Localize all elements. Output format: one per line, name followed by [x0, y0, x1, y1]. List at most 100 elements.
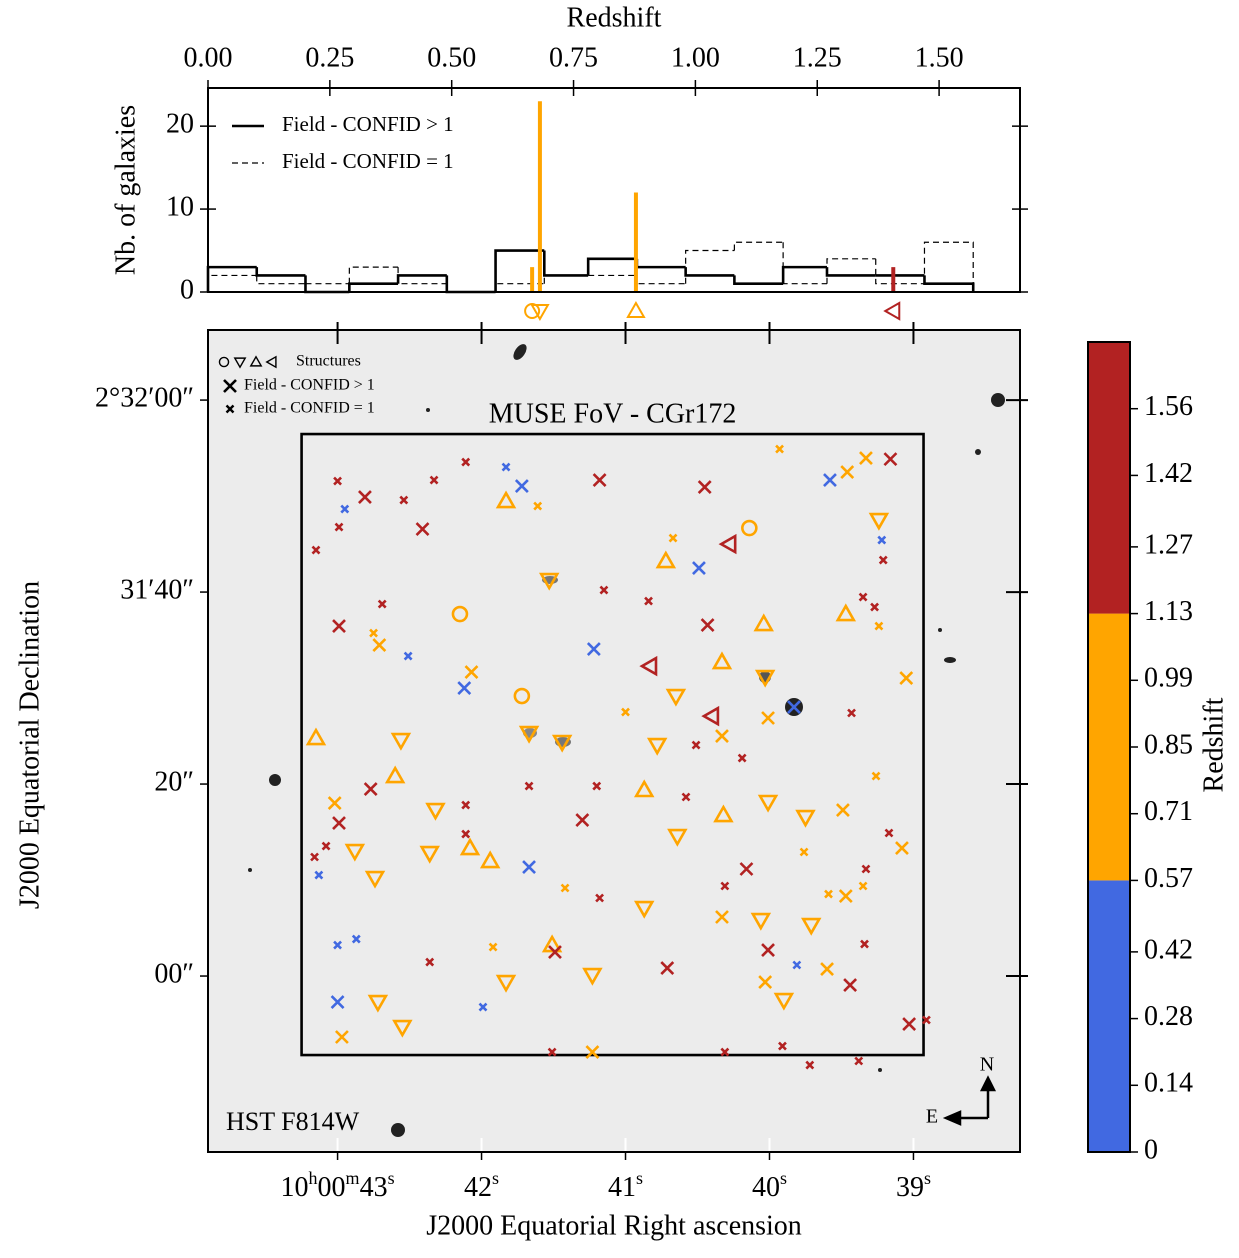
source	[944, 657, 956, 663]
marker-x	[835, 803, 850, 817]
fov-label: MUSE FoV - CGr172	[489, 398, 737, 429]
hist-step	[826, 258, 876, 284]
colorbar-tick-label: 0.28	[1144, 1001, 1193, 1032]
marker-tri-down	[364, 870, 386, 889]
marker-tri-down	[665, 688, 687, 707]
marker-x	[700, 618, 715, 633]
marker-x	[824, 889, 833, 899]
marker-tri-left	[639, 655, 658, 677]
marker-x	[425, 957, 435, 967]
legend-label: Field - CONFID = 1	[244, 400, 375, 417]
marker-x	[332, 619, 346, 633]
marker-tri-up	[249, 355, 263, 367]
marker-tri-down	[750, 912, 772, 931]
marker-x	[883, 452, 898, 467]
hist-step	[256, 275, 306, 285]
x-tick-label: 1.00	[671, 42, 720, 73]
hist-step	[923, 241, 974, 292]
hist-step	[733, 275, 784, 286]
colorbar-tick-label: 1.13	[1144, 596, 1193, 627]
marker-x	[884, 828, 894, 838]
marker-x	[878, 555, 888, 565]
hist-step	[494, 283, 545, 292]
marker-tri-down	[495, 974, 517, 993]
marker-x	[225, 404, 235, 414]
colorbar-tick-label: 0	[1144, 1134, 1158, 1165]
y-tick-label: 20	[166, 109, 194, 140]
source	[991, 393, 1005, 407]
marker-x	[775, 444, 784, 454]
marker-x	[691, 740, 701, 750]
marker-tri-down	[801, 917, 822, 936]
marker-tri-up	[305, 727, 327, 746]
x-tick-label: 39s	[896, 1168, 931, 1203]
marker-x	[223, 379, 237, 393]
y-tick-label: 10	[166, 191, 194, 222]
hist-y-label: Nb. of galaxies	[110, 105, 141, 275]
marker-x	[363, 782, 378, 796]
marker-tri-up	[384, 765, 406, 784]
marker-x	[575, 813, 590, 827]
marker-x	[332, 816, 346, 830]
marker-x	[692, 561, 706, 575]
marker-x	[761, 711, 775, 725]
marker-tri-down	[868, 512, 890, 531]
compass	[942, 1075, 997, 1126]
colorbar-segment	[1088, 613, 1130, 881]
colorbar-tick-label: 0.14	[1144, 1068, 1193, 1099]
marker-x	[720, 1047, 730, 1057]
marker-tri-down	[667, 828, 688, 847]
marker-x	[787, 700, 801, 714]
y-tick-label: 00″	[154, 958, 194, 989]
hist-frame	[207, 87, 1021, 293]
marker-x	[501, 462, 511, 472]
y-tick-label: 2°32′00″	[95, 382, 194, 413]
marker-tri-down	[633, 900, 655, 919]
marker-tri-left	[701, 705, 720, 727]
marker-circle	[451, 605, 469, 623]
legend-label: Field - CONFID > 1	[282, 112, 454, 136]
marker-x	[902, 1017, 917, 1031]
marker-x	[592, 781, 602, 791]
marker-tri-up	[835, 603, 857, 622]
marker-tri-up	[753, 613, 774, 632]
y-tick-label: 31′40″	[120, 574, 194, 605]
source	[391, 1123, 405, 1137]
x-tick-label: 41s	[608, 1168, 643, 1203]
marker-tri-down	[518, 725, 540, 744]
marker-x	[899, 671, 914, 685]
compass-north: N	[980, 1054, 994, 1076]
marker-x	[547, 1047, 557, 1057]
marker-tri-down	[367, 994, 389, 1013]
marker-x	[334, 1030, 349, 1044]
marker-x	[399, 495, 409, 505]
marker-x	[668, 533, 678, 543]
x-tick-label: 42s	[464, 1168, 499, 1203]
legend-label: Field - CONFID > 1	[244, 377, 375, 394]
marker-x	[644, 596, 653, 606]
marker-tri-down	[344, 843, 366, 862]
marker-x	[524, 781, 534, 791]
x-tick-label: 1.50	[915, 42, 964, 73]
marker-x	[877, 535, 887, 545]
marker-x	[461, 829, 471, 839]
marker-x	[327, 796, 342, 810]
x-tick-label: 0.25	[305, 42, 354, 73]
marker-tri-down	[754, 669, 776, 688]
marker-x	[478, 1002, 488, 1012]
marker-x	[758, 975, 773, 990]
marker-x	[871, 771, 881, 781]
marker-x	[854, 1056, 864, 1066]
marker-x	[333, 476, 342, 486]
x-tick-label: 0.75	[549, 42, 598, 73]
marker-x	[799, 847, 809, 857]
x-tick-label: 1.25	[793, 42, 842, 73]
marker-tri-down	[582, 967, 603, 986]
hist-step	[586, 257, 637, 276]
marker-circle	[741, 519, 758, 537]
marker-tri-down	[795, 809, 816, 828]
colorbar-label: Redshift	[1198, 697, 1229, 792]
marker-x	[358, 490, 372, 504]
marker-tri-down	[773, 992, 795, 1011]
